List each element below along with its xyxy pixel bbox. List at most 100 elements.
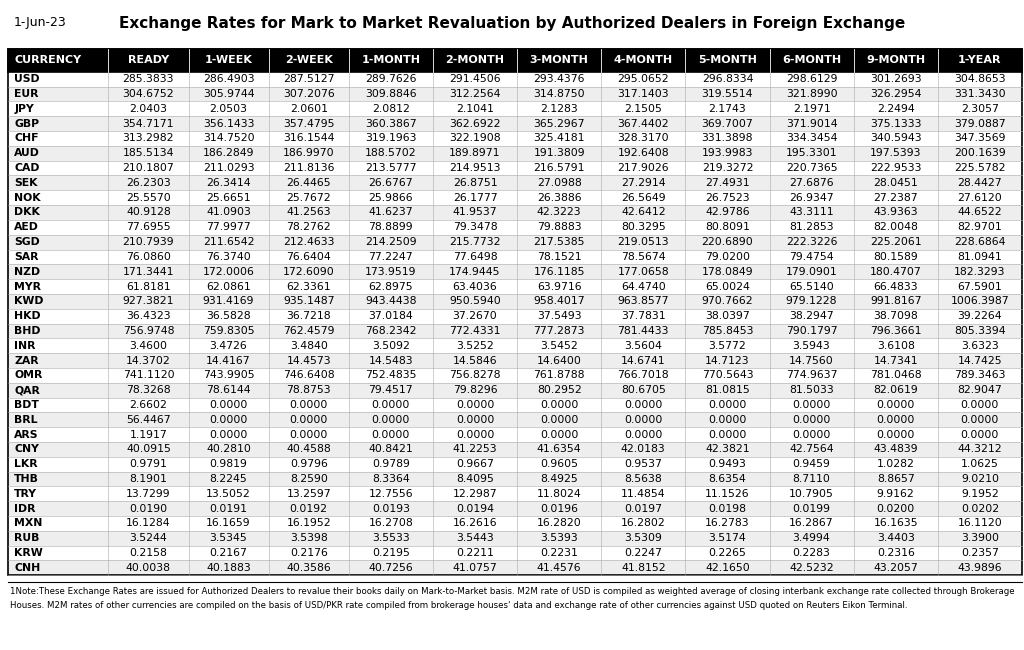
Bar	[517, 101, 601, 116]
Bar	[517, 220, 601, 235]
Bar	[685, 294, 769, 309]
Text: 325.4181: 325.4181	[534, 133, 585, 144]
Text: 770.5643: 770.5643	[701, 370, 754, 380]
Text: 37.7831: 37.7831	[621, 311, 666, 321]
Bar	[8, 235, 109, 250]
Text: 2-WEEK: 2-WEEK	[285, 55, 333, 65]
Text: 0.0000: 0.0000	[709, 415, 746, 425]
Bar	[938, 383, 1022, 398]
Bar	[769, 161, 854, 176]
Bar	[349, 146, 433, 161]
Bar	[601, 131, 685, 146]
Text: 789.3463: 789.3463	[954, 370, 1006, 380]
Bar	[517, 72, 601, 86]
Bar	[517, 545, 601, 560]
Bar	[109, 427, 188, 442]
Bar	[8, 427, 109, 442]
Text: 213.5777: 213.5777	[366, 163, 417, 173]
Bar	[769, 176, 854, 190]
Bar	[685, 339, 769, 353]
Text: 16.2802: 16.2802	[621, 519, 666, 528]
Bar	[685, 398, 769, 412]
Text: 211.6542: 211.6542	[203, 237, 254, 247]
Bar	[188, 235, 268, 250]
Bar	[685, 427, 769, 442]
Text: 317.1403: 317.1403	[617, 89, 669, 99]
Text: 185.5134: 185.5134	[123, 148, 174, 158]
Text: 0.0000: 0.0000	[372, 415, 410, 425]
Bar	[854, 560, 938, 575]
Bar	[268, 72, 349, 86]
Text: 42.0183: 42.0183	[621, 445, 666, 454]
Bar	[268, 472, 349, 486]
Bar	[854, 368, 938, 383]
Bar	[268, 339, 349, 353]
Bar	[349, 457, 433, 472]
Text: 365.2967: 365.2967	[534, 119, 585, 129]
Bar	[433, 101, 517, 116]
Bar	[268, 265, 349, 279]
Bar	[854, 235, 938, 250]
Text: GBP: GBP	[14, 119, 39, 129]
Text: 40.0038: 40.0038	[126, 563, 171, 573]
Text: 40.1883: 40.1883	[206, 563, 251, 573]
Text: 14.4167: 14.4167	[206, 356, 251, 365]
Text: 3.5244: 3.5244	[130, 533, 167, 543]
Bar	[109, 116, 188, 131]
Bar	[8, 101, 109, 116]
Bar	[601, 516, 685, 531]
Text: 0.9667: 0.9667	[456, 459, 494, 469]
Text: 186.2849: 186.2849	[203, 148, 254, 158]
Bar	[8, 161, 109, 176]
Bar	[109, 472, 188, 486]
Text: 193.9983: 193.9983	[701, 148, 754, 158]
Text: 40.7256: 40.7256	[369, 563, 414, 573]
Text: DKK: DKK	[14, 207, 40, 218]
Bar	[769, 49, 854, 72]
Bar	[8, 86, 109, 101]
Text: 16.1635: 16.1635	[873, 519, 919, 528]
Text: 14.7123: 14.7123	[706, 356, 750, 365]
Text: 42.3821: 42.3821	[706, 445, 750, 454]
Bar	[685, 161, 769, 176]
Text: OMR: OMR	[14, 370, 43, 380]
Text: KRW: KRW	[14, 548, 43, 558]
Text: 5-MONTH: 5-MONTH	[698, 55, 757, 65]
Text: AED: AED	[14, 222, 39, 232]
Text: 16.1120: 16.1120	[957, 519, 1002, 528]
Text: 0.0000: 0.0000	[877, 430, 914, 439]
Bar	[517, 205, 601, 220]
Text: 0.0198: 0.0198	[709, 504, 746, 514]
Bar	[601, 220, 685, 235]
Bar	[685, 49, 769, 72]
Bar	[769, 146, 854, 161]
Text: 0.9819: 0.9819	[210, 459, 248, 469]
Text: 2.1283: 2.1283	[541, 104, 578, 114]
Text: 82.9047: 82.9047	[957, 385, 1002, 395]
Text: 756.8278: 756.8278	[450, 370, 501, 380]
Bar	[601, 339, 685, 353]
Text: 347.3569: 347.3569	[954, 133, 1006, 144]
Text: 2.0503: 2.0503	[210, 104, 248, 114]
Bar	[109, 250, 188, 265]
Text: 76.0860: 76.0860	[126, 252, 171, 262]
Text: 2.1505: 2.1505	[625, 104, 663, 114]
Bar	[938, 161, 1022, 176]
Text: 43.3111: 43.3111	[790, 207, 834, 218]
Bar	[854, 279, 938, 294]
Text: ZAR: ZAR	[14, 356, 39, 365]
Bar	[8, 560, 109, 575]
Bar	[769, 442, 854, 457]
Text: 362.6922: 362.6922	[450, 119, 501, 129]
Text: 9.1952: 9.1952	[961, 489, 998, 499]
Text: 40.2810: 40.2810	[206, 445, 251, 454]
Bar	[854, 324, 938, 339]
Text: 176.1185: 176.1185	[534, 266, 585, 277]
Text: 3.6108: 3.6108	[877, 341, 914, 351]
Text: 80.1589: 80.1589	[873, 252, 919, 262]
Text: 212.4633: 212.4633	[283, 237, 335, 247]
Bar	[109, 176, 188, 190]
Bar	[601, 161, 685, 176]
Bar	[517, 516, 601, 531]
Text: 188.5702: 188.5702	[365, 148, 417, 158]
